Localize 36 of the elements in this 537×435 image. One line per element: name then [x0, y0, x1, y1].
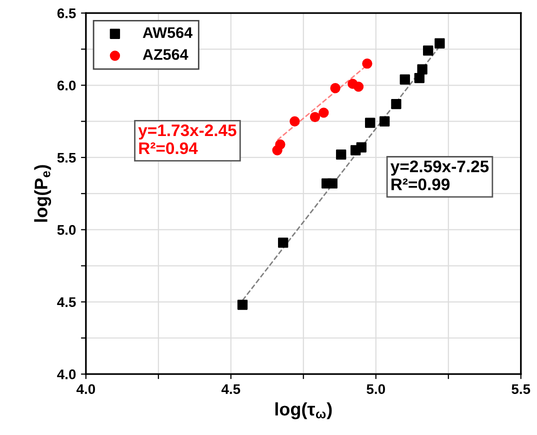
- legend-label: AW564: [142, 27, 192, 38]
- y-tick-label: 4.5: [57, 297, 76, 308]
- point: [348, 78, 358, 89]
- y-tick-label: 4.0: [57, 369, 76, 380]
- point: [278, 238, 288, 248]
- legend-label: AZ564: [142, 49, 188, 60]
- x-tick-label: 5.5: [512, 384, 530, 394]
- y-tick-label: 6.0: [57, 80, 76, 90]
- y-axis-title: log(P$_{e}$): [34, 165, 52, 222]
- point: [318, 108, 329, 118]
- point: [272, 145, 282, 156]
- point: [322, 178, 332, 189]
- x-tick-label: 4.0: [76, 384, 96, 394]
- point: [414, 72, 424, 84]
- point: [400, 74, 410, 85]
- x-tick-label: 5.0: [366, 384, 385, 394]
- annotation: y=1.73x-2.45 R²=0.94: [138, 124, 236, 154]
- point: [365, 118, 376, 128]
- point: [330, 83, 340, 94]
- y-tick-label: 5.0: [57, 225, 76, 235]
- annotation: y=2.59x-7.25 R²=0.99: [390, 160, 489, 190]
- point: [380, 116, 390, 126]
- x-axis-title: log(τ$_{ω}$): [275, 402, 332, 420]
- point: [290, 116, 300, 126]
- point: [237, 300, 248, 310]
- x-tick-label: 4.5: [221, 384, 240, 394]
- y-tick-label: 5.5: [57, 152, 76, 163]
- point: [310, 112, 320, 122]
- point: [336, 149, 346, 160]
- point: [417, 64, 428, 74]
- point: [362, 58, 372, 69]
- point: [423, 46, 434, 56]
- y-tick-label: 6.5: [57, 8, 76, 18]
- point: [350, 145, 361, 156]
- point: [434, 38, 445, 48]
- point: [391, 98, 402, 110]
